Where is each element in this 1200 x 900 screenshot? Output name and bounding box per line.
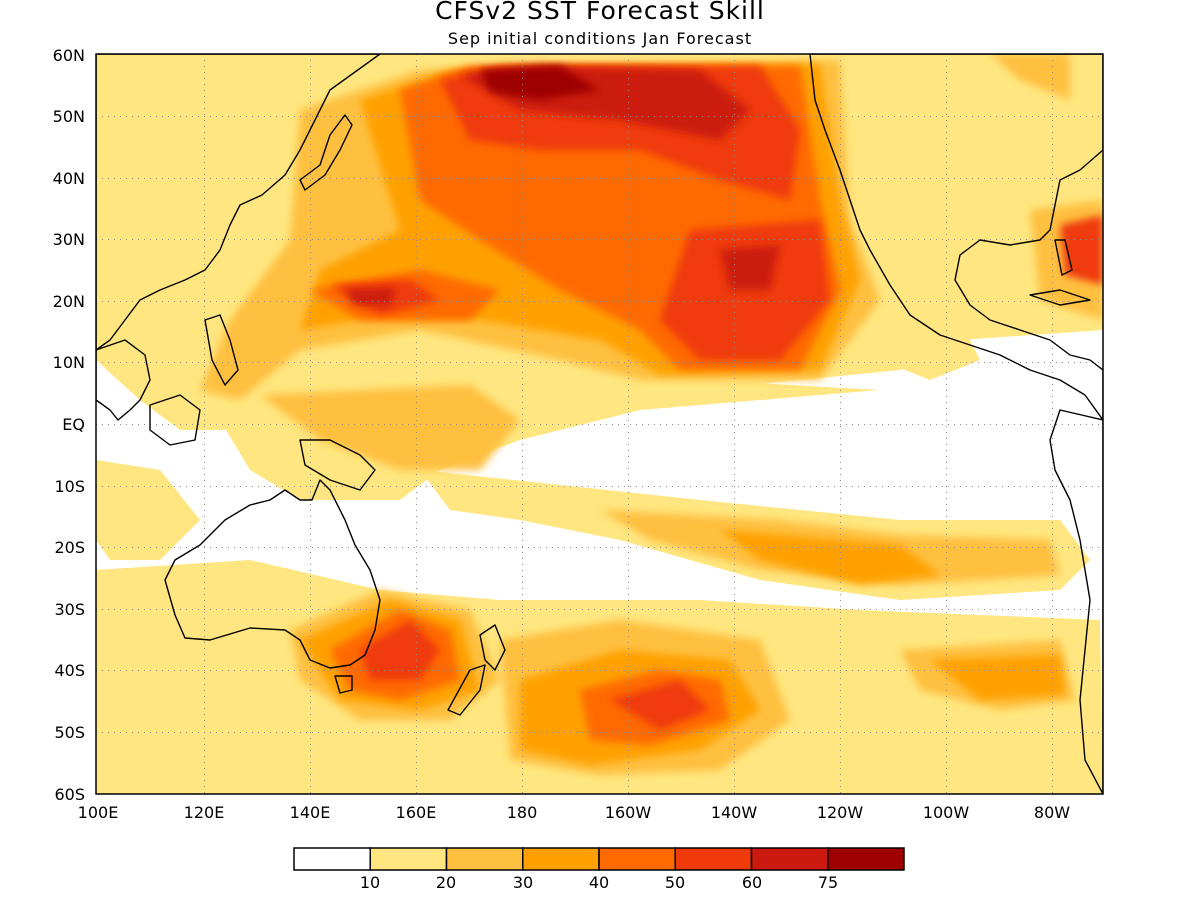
colorbar-label-30: 30 xyxy=(513,873,533,892)
longitude-labels: 100E 120E 140E 160E 180 160W 140W 120W 1… xyxy=(78,803,1071,822)
skill-region-equatorial-l2 xyxy=(260,385,520,470)
skill-region-east-pacific-l1 xyxy=(870,310,980,380)
lat-label-50s: 50S xyxy=(54,723,85,742)
colorbar-swatch-5 xyxy=(674,847,753,871)
lat-label-40s: 40S xyxy=(54,661,85,680)
skill-region-sw-pacific-l5 xyxy=(360,620,440,680)
lat-label-30s: 30S xyxy=(54,600,85,619)
skill-region-gulf-l5 xyxy=(1060,215,1103,285)
colorbar-swatch-2 xyxy=(445,847,524,871)
skill-region-south-band-l3 xyxy=(720,530,940,585)
skill-region-north-pacific-l7 xyxy=(480,66,600,100)
colorbar-swatch-1 xyxy=(369,847,448,871)
colorbar-swatch-0 xyxy=(293,847,371,871)
lon-label-160e: 160E xyxy=(396,803,437,822)
colorbar-swatch-3 xyxy=(522,847,600,871)
lon-label-100w: 100W xyxy=(923,803,970,822)
new-guinea-landmass xyxy=(299,439,376,491)
colorbar-swatch-7 xyxy=(827,847,905,871)
lat-label-10n: 10N xyxy=(53,353,85,372)
borneo-landmass xyxy=(149,394,201,446)
philippines-island xyxy=(204,314,239,386)
lon-label-80w: 80W xyxy=(1034,803,1070,822)
skill-region-alaska-coast-l2 xyxy=(990,54,1070,100)
colorbar-label-10: 10 xyxy=(360,873,380,892)
lat-label-20s: 20S xyxy=(54,538,85,557)
tasmania-landmass xyxy=(334,675,353,694)
colorbar-label-20: 20 xyxy=(436,873,456,892)
asia-landmass xyxy=(96,54,381,351)
latitude-labels: 60N 50N 40N 30N 20N 10N EQ 10S 20S 30S 4… xyxy=(53,46,85,804)
skill-region-west-australia-l1 xyxy=(96,460,200,560)
lat-label-20n: 20N xyxy=(53,292,85,311)
lat-label-50n: 50N xyxy=(53,107,85,126)
skill-region-se-pacific-l3 xyxy=(930,655,1065,700)
lon-label-160w: 160W xyxy=(605,803,652,822)
map-title: CFSv2 SST Forecast Skill xyxy=(435,0,765,25)
lat-label-10s: 10S xyxy=(54,477,85,496)
land-masses xyxy=(96,54,1103,794)
skill-field xyxy=(96,54,1103,794)
colorbar-swatch-6 xyxy=(750,847,829,871)
skill-region-south-pacific-l5 xyxy=(610,680,710,730)
florida-peninsula xyxy=(1054,239,1073,276)
map-frame xyxy=(95,53,1104,795)
indochina-landmass xyxy=(96,339,151,421)
lon-label-180: 180 xyxy=(507,803,538,822)
new-zealand-south-island xyxy=(447,664,486,716)
japan-island xyxy=(299,114,353,191)
colorbar: 10 20 30 40 50 60 75 xyxy=(293,847,905,892)
lat-label-30n: 30N xyxy=(53,230,85,249)
colorbar-label-40: 40 xyxy=(589,873,609,892)
map-subtitle: Sep initial conditions Jan Forecast xyxy=(447,29,753,48)
colorbar-label-60: 60 xyxy=(742,873,762,892)
skill-region-ne-pacific-l6 xyxy=(720,245,780,290)
new-zealand-north-island xyxy=(479,624,506,671)
lon-label-120e: 120E xyxy=(184,803,225,822)
lon-label-120w: 120W xyxy=(817,803,864,822)
colorbar-swatch-4 xyxy=(598,847,676,871)
skill-region-wpac-20n-l6 xyxy=(345,288,395,305)
north-america-landmass xyxy=(809,54,1103,421)
lat-label-60n: 60N xyxy=(53,46,85,65)
lat-label-60s: 60S xyxy=(54,785,85,804)
lon-label-100e: 100E xyxy=(78,803,119,822)
south-america-landmass xyxy=(1049,409,1103,794)
lat-label-eq: EQ xyxy=(62,415,85,434)
australia-landmass xyxy=(164,479,381,669)
lon-label-140w: 140W xyxy=(711,803,758,822)
colorbar-label-50: 50 xyxy=(665,873,685,892)
colorbar-label-75: 75 xyxy=(818,873,838,892)
lon-label-140e: 140E xyxy=(290,803,331,822)
cuba-island xyxy=(1029,289,1091,306)
lat-label-40n: 40N xyxy=(53,169,85,188)
